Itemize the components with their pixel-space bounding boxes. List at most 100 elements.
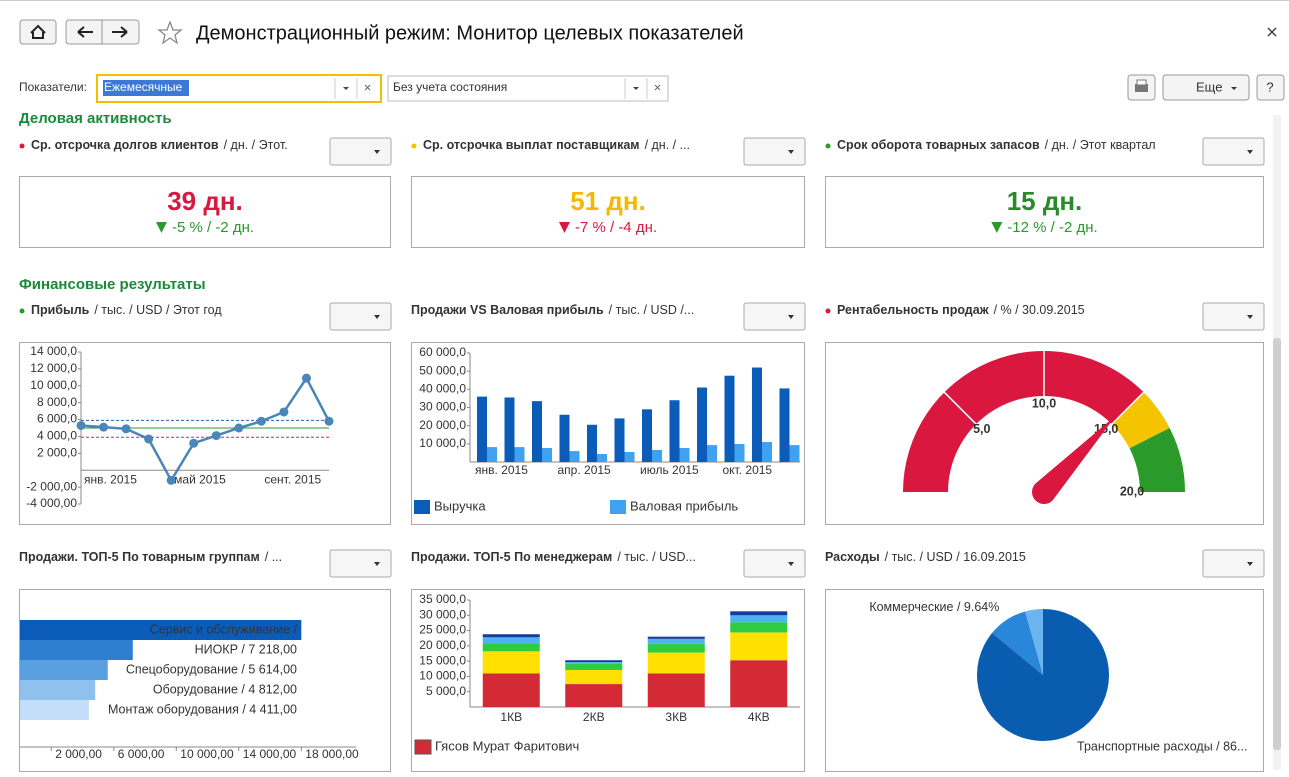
y-tick-label: 35 000,0 <box>419 592 466 606</box>
trend-arrow <box>558 222 570 233</box>
bar <box>669 400 680 462</box>
bar <box>762 442 772 462</box>
bar-segment <box>647 643 705 653</box>
y-tick-label: -2 000,00 <box>26 479 77 493</box>
kpi-change: -12 % / -2 дн. <box>1007 219 1097 236</box>
widget-menu-arrow <box>1247 150 1253 154</box>
y-tick-label: 12 000,0 <box>30 361 77 375</box>
print-button[interactable] <box>1127 74 1156 101</box>
kpi-value: 15 дн. <box>1007 186 1083 216</box>
widget-title-main: Рентабельность продаж <box>837 303 989 317</box>
widget-menu[interactable] <box>743 137 806 166</box>
line-point <box>256 416 266 426</box>
widget-subtitle: / дн. / ... <box>645 138 690 152</box>
widget-title-main: Расходы <box>825 550 880 564</box>
widget-menu[interactable] <box>743 549 806 578</box>
widget-subtitle: / тыс. / USD... <box>617 550 696 564</box>
legend-label: Валовая прибыль <box>630 498 738 513</box>
x-tick-label: 3КВ <box>665 710 687 724</box>
widget-menu-box <box>1202 549 1265 578</box>
widget-title-main: Срок оборота товарных запасов <box>837 138 1040 152</box>
bar <box>20 660 108 680</box>
widget-menu-box <box>329 302 392 331</box>
bar-segment <box>647 636 705 639</box>
widget-box <box>825 176 1264 248</box>
x-tick-label: июль 2015 <box>640 463 699 477</box>
bar-segment <box>730 611 788 616</box>
bar <box>514 447 525 462</box>
bar-label: Монтаж оборудования / 4 411,00 <box>108 702 297 716</box>
status-dot <box>825 308 831 314</box>
widget-menu[interactable] <box>743 302 806 331</box>
favorite-star[interactable] <box>157 20 183 45</box>
bar <box>752 367 762 462</box>
bar-segment <box>730 615 788 623</box>
bar <box>652 450 662 462</box>
nav-buttons[interactable] <box>65 19 140 45</box>
bar <box>20 620 302 640</box>
x-tick-label: 4КВ <box>748 710 770 724</box>
state-combo[interactable] <box>387 75 669 102</box>
widget-title: Ср. отсрочка выплат поставщикам / дн. / .… <box>423 138 690 152</box>
y-tick-label: 60 000,0 <box>419 345 466 359</box>
widget-title: Ср. отсрочка долгов клиентов / дн. / Этот… <box>31 138 288 152</box>
line-point <box>166 475 176 485</box>
bar-segment <box>482 634 540 638</box>
widget-menu-arrow <box>374 562 380 566</box>
y-tick-label: 15 000,0 <box>419 653 466 667</box>
x-tick-label: 18 000,00 <box>305 747 359 761</box>
x-tick-label: 6 000,00 <box>118 747 165 761</box>
widget-title-main: Ср. отсрочка выплат поставщикам <box>423 138 640 152</box>
bar <box>587 424 597 462</box>
filter-label: Показатели: <box>19 80 87 94</box>
widget-menu[interactable] <box>1202 302 1265 331</box>
x-tick-label: янв. 2015 <box>475 463 528 477</box>
widget-title: Прибыль / тыс. / USD / Этот год <box>31 303 222 317</box>
close-button[interactable] <box>1267 27 1277 37</box>
period-combo[interactable] <box>96 74 382 103</box>
y-tick-label: 25 000,0 <box>419 623 466 637</box>
x-tick-label: 2КВ <box>583 710 605 724</box>
widget-menu-arrow <box>374 150 380 154</box>
home-button[interactable] <box>19 19 57 45</box>
y-tick-label: 8 000,0 <box>37 395 77 409</box>
widget-menu-arrow <box>788 562 794 566</box>
widget-title-main: Продажи VS Валовая прибыль <box>411 303 604 317</box>
widget-subtitle: / тыс. / USD / Этот год <box>94 303 222 317</box>
bar-label: Оборудование / 4 812,00 <box>153 682 297 696</box>
y-tick-label: 20 000,0 <box>419 638 466 652</box>
scrollbar-thumb[interactable] <box>1273 338 1281 750</box>
widget-menu-box <box>743 549 806 578</box>
y-tick-label: 40 000,0 <box>419 382 466 396</box>
widget-menu-arrow <box>374 315 380 319</box>
gauge-separator <box>1110 391 1145 426</box>
bar-segment <box>730 632 788 661</box>
widget-menu-arrow <box>1247 562 1253 566</box>
widget-menu[interactable] <box>329 137 392 166</box>
state-value: Без учета состояния <box>393 80 507 94</box>
bar <box>624 452 635 462</box>
bar-segment <box>647 638 705 644</box>
bar <box>679 448 690 462</box>
pie-slice <box>1025 609 1043 675</box>
bar <box>20 680 96 700</box>
bar <box>642 409 652 462</box>
y-tick-label: 50 000,0 <box>419 363 466 377</box>
y-tick-label: 30 000,0 <box>419 400 466 414</box>
x-tick-label: 10 000,00 <box>180 747 234 761</box>
gauge-separator <box>943 391 978 426</box>
widget-menu[interactable] <box>329 549 392 578</box>
widget-subtitle: / тыс. / USD /... <box>609 303 695 317</box>
gauge-band <box>903 351 1144 492</box>
widget-title-main: Продажи. ТОП-5 По менеджерам <box>411 550 612 564</box>
widget-menu-box <box>743 302 806 331</box>
widget-menu[interactable] <box>1202 137 1265 166</box>
widget-menu[interactable] <box>1202 549 1265 578</box>
more-label: Еще <box>1196 79 1222 94</box>
widget-menu[interactable] <box>329 302 392 331</box>
bar-segment <box>565 662 623 664</box>
help-button[interactable] <box>1256 74 1285 101</box>
more-button[interactable] <box>1162 74 1250 101</box>
legend-swatch <box>610 500 626 514</box>
x-tick-label: янв. 2015 <box>84 472 137 486</box>
